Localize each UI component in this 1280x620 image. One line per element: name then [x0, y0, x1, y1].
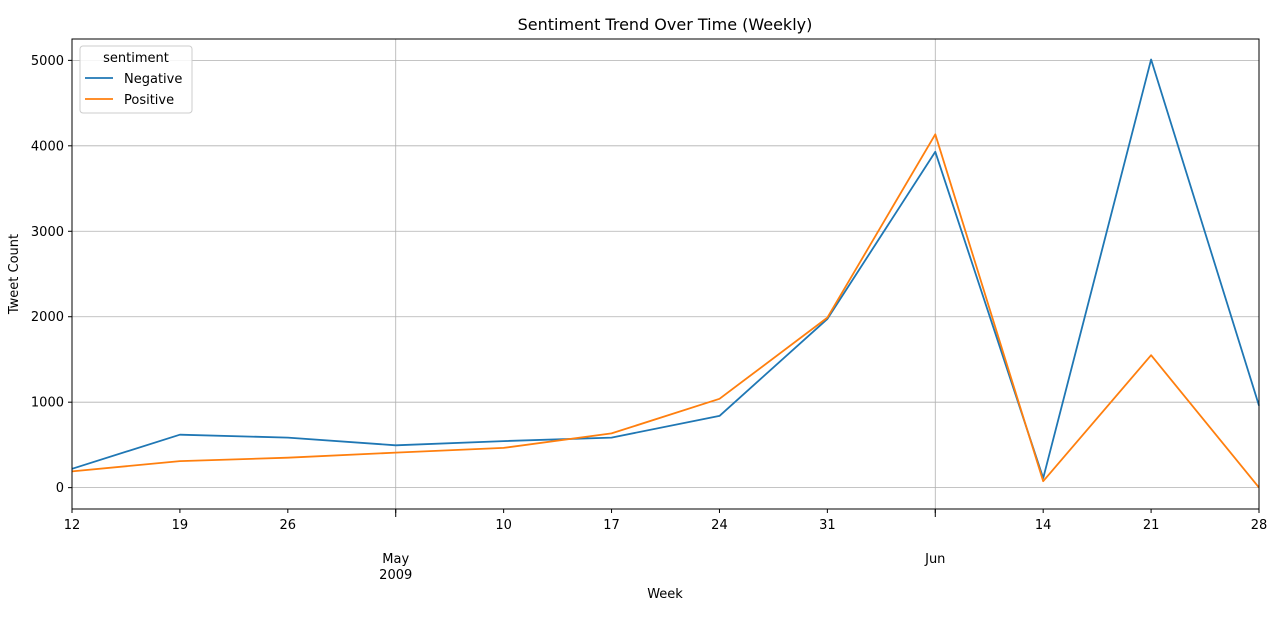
x-tick-label: 21 — [1143, 518, 1160, 533]
y-tick-label: 2000 — [31, 310, 64, 325]
y-tick-label: 1000 — [31, 396, 64, 411]
x-major-label: 2009 — [379, 568, 412, 583]
y-axis: 0 1000 2000 3000 4000 5000 — [31, 54, 72, 496]
series-line-positive — [71, 133, 1260, 489]
legend-title: sentiment — [103, 51, 169, 66]
legend: sentiment Negative Positive — [79, 45, 193, 114]
x-major-label: Jun — [924, 552, 945, 567]
chart-title: Sentiment Trend Over Time (Weekly) — [518, 15, 813, 34]
y-tick-label: 3000 — [31, 225, 64, 240]
plot-frame — [71, 38, 1260, 510]
x-tick-label: 10 — [495, 518, 512, 533]
x-tick-label: 24 — [711, 518, 728, 533]
series-line-negative — [71, 58, 1260, 480]
x-tick-label: 26 — [280, 518, 297, 533]
grid-lines — [72, 39, 1259, 509]
x-axis-label: Week — [647, 587, 683, 602]
y-tick-label: 4000 — [31, 139, 64, 154]
y-tick-label: 5000 — [31, 54, 64, 69]
legend-label-negative: Negative — [124, 72, 182, 87]
x-tick-label: 12 — [64, 518, 81, 533]
legend-box — [79, 45, 193, 114]
x-major-label: May — [382, 552, 409, 567]
x-tick-label: 17 — [603, 518, 620, 533]
y-axis-label: Tweet Count — [7, 234, 22, 315]
x-tick-label: 28 — [1251, 518, 1268, 533]
legend-label-positive: Positive — [124, 93, 174, 108]
x-tick-label: 19 — [172, 518, 189, 533]
x-tick-label: 31 — [819, 518, 836, 533]
x-tick-label: 14 — [1035, 518, 1052, 533]
series-lines — [71, 58, 1260, 489]
y-tick-label: 0 — [56, 481, 64, 496]
